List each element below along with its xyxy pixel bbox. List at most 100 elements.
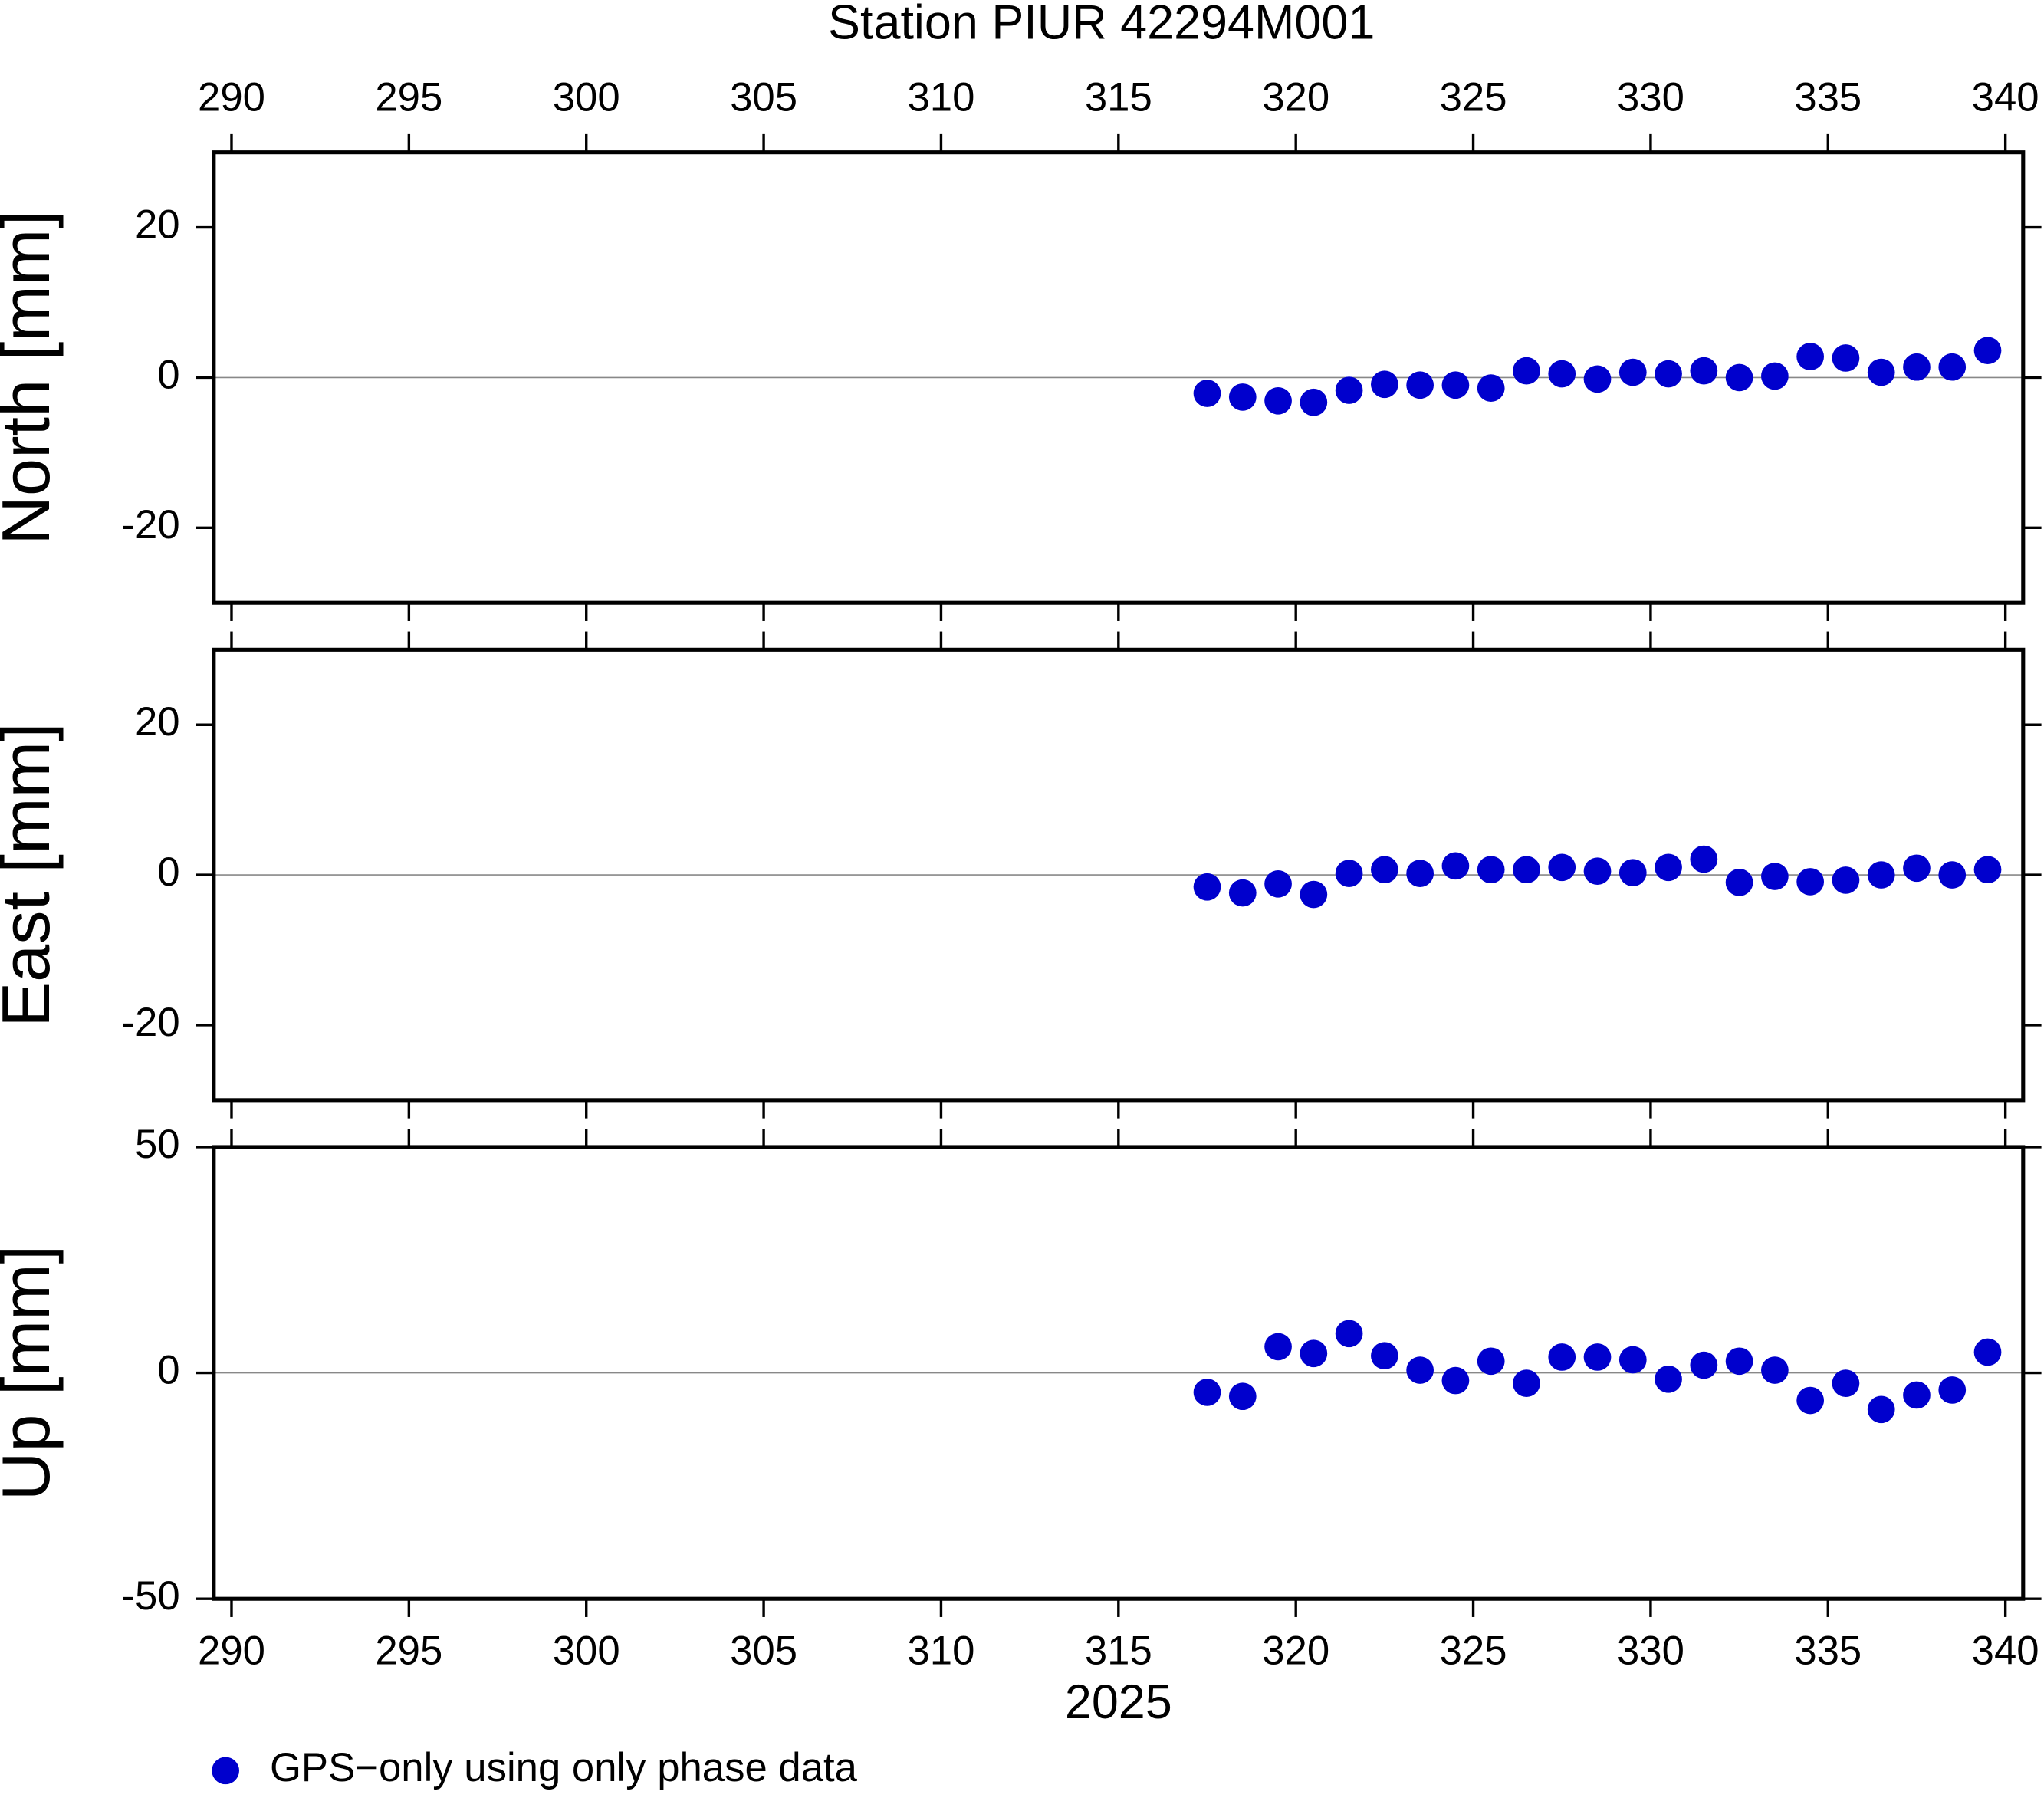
data-point [1618,859,1647,886]
data-point [1725,869,1753,896]
data-point [1406,1356,1434,1384]
data-point [1477,374,1505,402]
data-point [1513,856,1540,884]
data-point [1406,860,1434,887]
data-point [1725,1347,1753,1376]
data-point [1371,856,1398,884]
data-point [1867,1395,1895,1424]
data-point [1335,1320,1363,1348]
data-point [1406,371,1434,399]
y-tick-label: -20 [121,502,179,547]
data-point [1228,383,1257,411]
data-point [1513,1369,1540,1397]
data-point [1371,1342,1398,1370]
x-tick-label-top: 305 [730,75,797,120]
data-point [1335,376,1363,404]
x-tick-label-top: 335 [1794,75,1862,120]
x-tick-label-top: 315 [1085,75,1152,120]
x-tick-label: 335 [1794,1628,1862,1673]
data-point [1477,1347,1505,1376]
data-point [1938,353,1967,381]
x-tick-label-top: 300 [553,75,620,120]
data-point [1903,854,1931,883]
data-point [1761,362,1789,390]
x-tick-label: 330 [1617,1628,1684,1673]
data-point [1548,360,1576,388]
data-point [1441,1366,1470,1395]
y-tick-label: 0 [157,1348,179,1393]
data-point [1264,870,1292,898]
data-point [1371,370,1398,399]
data-point [1655,360,1682,388]
data-point [1832,1369,1860,1397]
y-tick-label: 50 [135,1122,180,1167]
data-point [1796,868,1825,896]
data-point [1973,856,2002,884]
data-point [1583,365,1612,393]
y-axis-label: Up [mm] [0,1245,64,1501]
data-point [1548,1343,1576,1371]
data-point [1973,1338,2002,1366]
data-point [1796,1386,1825,1415]
x-tick-label: 320 [1262,1628,1329,1673]
legend-label: GPS−only using only phase data [270,1745,858,1790]
data-point [1193,380,1221,407]
data-point [1690,845,1718,873]
data-point [1583,1343,1612,1371]
y-tick-label: 0 [157,850,179,895]
x-tick-label: 305 [730,1628,797,1673]
data-point [1832,866,1860,894]
x-tick-label: 340 [1972,1628,2039,1673]
data-point [1513,357,1540,385]
data-point [1583,857,1612,886]
y-tick-label: -20 [121,1000,179,1045]
data-point [1938,861,1967,889]
data-point [1193,873,1221,901]
x-tick-label: 310 [907,1628,974,1673]
data-point [1548,853,1576,882]
x-tick-label: 290 [198,1628,265,1673]
x-tick-label-top: 340 [1972,75,2039,120]
data-point [1477,856,1505,884]
data-point [1300,1339,1328,1368]
data-point [1300,880,1328,909]
data-point [1938,1376,1967,1404]
data-point [1264,1333,1292,1361]
chart-title: Station PIUR 42294M001 [828,0,1375,50]
data-point [1903,353,1931,381]
data-point [1655,1366,1682,1393]
x-tick-label: 315 [1085,1628,1152,1673]
data-point [1441,371,1470,399]
data-point [1725,363,1753,392]
x-axis-label: 2025 [1065,1675,1172,1729]
data-point [1690,1351,1718,1379]
data-point [1832,344,1860,372]
y-tick-label: 20 [135,202,180,248]
x-tick-label-top: 295 [375,75,442,120]
x-tick-label: 295 [375,1628,442,1673]
y-tick-label: -50 [121,1573,179,1619]
data-point [1655,853,1682,882]
x-tick-label: 325 [1440,1628,1507,1673]
data-point [1228,879,1257,907]
data-point [1761,1356,1789,1384]
y-axis-label: North [mm] [0,210,64,545]
data-point [1335,860,1363,887]
x-tick-label-top: 325 [1440,75,1507,120]
data-point [1796,343,1825,370]
data-point [1618,1346,1647,1374]
x-tick-label-top: 290 [198,75,265,120]
data-point [1867,358,1895,386]
data-point [1973,337,2002,365]
data-point [1903,1381,1931,1409]
data-point [1761,863,1789,890]
y-tick-label: 0 [157,352,179,397]
data-point [1690,357,1718,385]
y-tick-label: 20 [135,699,180,745]
data-point [1300,388,1328,416]
y-axis-label: East [mm] [0,722,64,1027]
x-tick-label-top: 320 [1262,75,1329,120]
legend-marker [212,1757,239,1785]
data-point [1441,852,1470,880]
